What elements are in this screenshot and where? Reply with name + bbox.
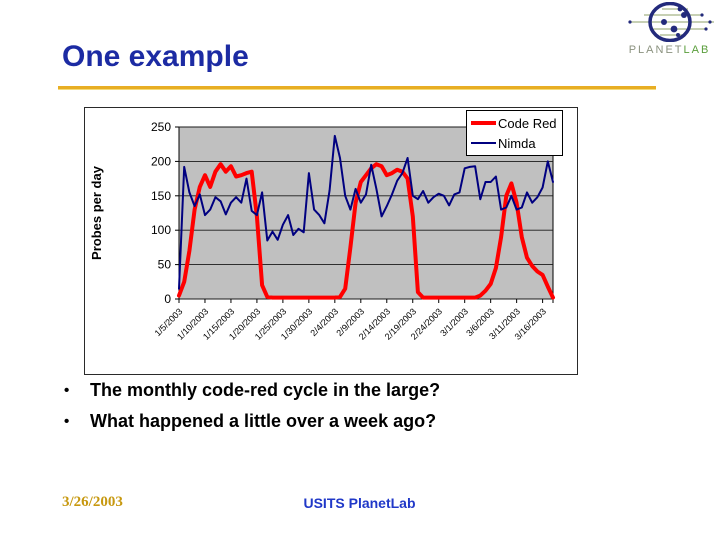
bullet-text-1: The monthly code-red cycle in the large? [90, 380, 441, 400]
svg-text:150: 150 [151, 189, 171, 203]
bullet-list: • The monthly code-red cycle in the larg… [64, 380, 440, 442]
footer-title: USITS PlanetLab [303, 495, 416, 511]
planetlab-logo: PLANETLAB [620, 1, 719, 56]
legend-swatch-code-red [471, 121, 496, 125]
bullet-text-2: What happened a little over a week ago? [90, 411, 437, 431]
logo-text-planet: PLANET [628, 44, 684, 56]
legend-entry-code-red: Code Red [471, 113, 557, 133]
svg-text:0: 0 [164, 292, 171, 306]
bullet-dot: • [64, 413, 70, 430]
svg-text:200: 200 [151, 154, 171, 168]
svg-text:100: 100 [151, 223, 171, 237]
svg-text:250: 250 [151, 120, 171, 134]
planetlab-logo-text: PLANETLAB [620, 44, 719, 56]
bullet-item-1: • The monthly code-red cycle in the larg… [64, 380, 440, 401]
bullet-item-2: • What happened a little over a week ago… [64, 411, 440, 432]
footer-date: 3/26/2003 [62, 494, 123, 510]
chart: 0 50 100 150 200 250 1/5/2003 1/10/2003 1/15/200… [84, 107, 578, 375]
planetlab-logo-icon [627, 1, 714, 43]
legend-label-nimda: Nimda [498, 135, 536, 151]
svg-text:Probes per day: Probes per day [89, 165, 104, 260]
title-divider [58, 86, 656, 90]
legend-swatch-nimda [471, 142, 496, 144]
legend-entry-nimda: Nimda [471, 133, 557, 153]
legend-label-code-red: Code Red [498, 115, 557, 131]
svg-text:50: 50 [158, 258, 172, 272]
bullet-dot: • [64, 382, 70, 399]
chart-legend: Code Red Nimda [466, 110, 563, 156]
logo-text-lab: LAB [683, 44, 711, 56]
page-title: One example [62, 40, 249, 73]
